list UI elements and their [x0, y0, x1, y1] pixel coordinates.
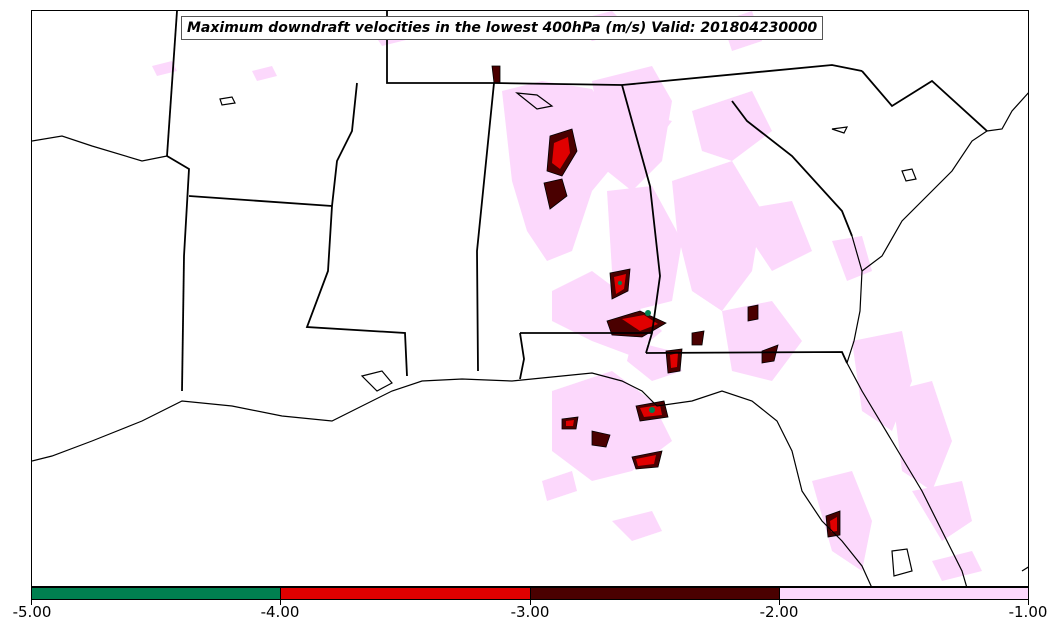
- colorbar-tick-label: -5.00: [12, 603, 52, 621]
- shading-green: [618, 281, 655, 413]
- map-panel: [31, 10, 1029, 587]
- colorbar-tick-label: -1.00: [1008, 603, 1048, 621]
- colorbar-segment-pink: [779, 588, 1028, 599]
- map-canvas: [32, 11, 1028, 586]
- colorbar-tick-label: -2.00: [759, 603, 799, 621]
- colorbar-tick-label: -4.00: [260, 603, 300, 621]
- colorbar-tick: [31, 600, 32, 605]
- colorbar-tick-label: -3.00: [510, 603, 550, 621]
- colorbar-tick: [1028, 600, 1029, 605]
- colorbar-tick: [530, 600, 531, 605]
- colorbar-segment-green: [32, 588, 282, 599]
- colorbar: [31, 587, 1029, 600]
- colorbar-segment-red: [281, 588, 531, 599]
- chart-title: Maximum downdraft velocities in the lowe…: [181, 16, 824, 40]
- colorbar-segment-dark-red: [530, 588, 780, 599]
- coastlines: [32, 92, 1028, 586]
- colorbar-tick: [779, 600, 780, 605]
- colorbar-tick: [280, 600, 281, 605]
